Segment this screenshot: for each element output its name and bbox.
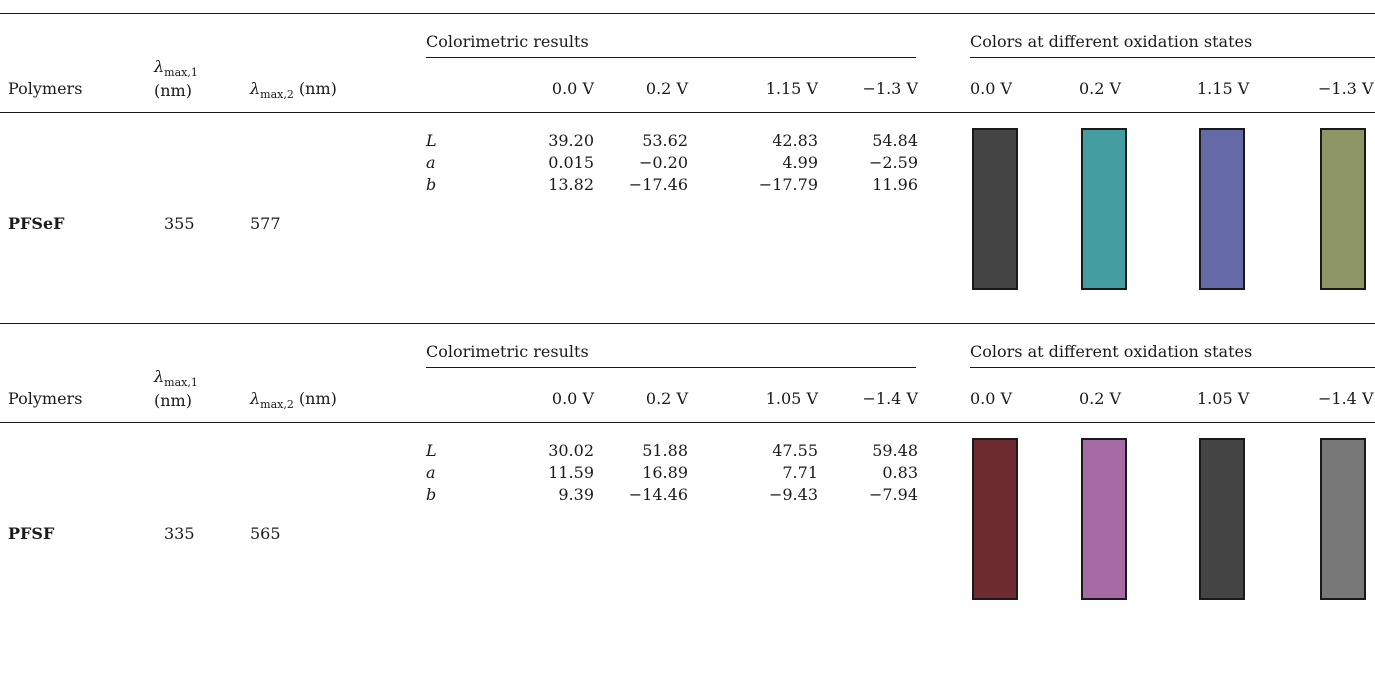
param-value-cell: −7.94 — [868, 485, 918, 504]
lambda-unit: (nm) — [154, 81, 192, 101]
voltage-header: 0.2 V — [645, 79, 688, 98]
color-voltage-header: 1.05 V — [1197, 389, 1250, 408]
lambda-symbol: λ — [250, 79, 261, 98]
color-swatch — [972, 128, 1018, 290]
param-value-cell: 47.55 — [772, 441, 818, 460]
colors-header-rule — [970, 367, 1375, 368]
color-voltage-header: 0.2 V — [1079, 79, 1122, 98]
color-voltage-header: 0.2 V — [1079, 389, 1122, 408]
lambda-max2-header: λmax,2 (nm) — [250, 390, 337, 414]
param-a-label: a — [426, 463, 436, 482]
lambda-max1-header: λmax,1 (nm) — [154, 58, 198, 100]
voltage-header: 1.05 V — [765, 389, 818, 408]
voltage-header: −1.4 V — [862, 389, 919, 408]
table-top-rule — [0, 323, 1375, 324]
lambda-max1-header: λmax,1 (nm) — [154, 368, 198, 410]
lambda-max1-value: 355 — [164, 214, 195, 233]
color-voltage-header: 0.0 V — [970, 389, 1013, 408]
color-voltage-header: −1.4 V — [1318, 389, 1374, 408]
lambda-symbol: λ — [250, 389, 261, 408]
color-swatch — [1320, 438, 1366, 600]
color-voltage-header: 1.15 V — [1197, 79, 1250, 98]
polymers-header: Polymers — [8, 79, 83, 98]
lambda-subscript: max,1 — [164, 66, 198, 80]
param-value-cell: 0.83 — [882, 463, 918, 482]
color-voltage-header: −1.3 V — [1318, 79, 1374, 98]
colors-oxidation-header: Colors at different oxidation states — [970, 342, 1253, 361]
param-value-cell: 7.71 — [782, 463, 818, 482]
lambda-symbol: λ — [154, 367, 165, 386]
color-swatch — [1081, 128, 1127, 290]
colorimetric-header-rule — [426, 57, 916, 58]
lambda-unit: (nm) — [298, 389, 337, 408]
table-top-rule — [0, 13, 1375, 14]
param-value-cell: 51.88 — [642, 441, 688, 460]
param-value-cell: −17.46 — [628, 175, 688, 194]
param-value-cell: 53.62 — [642, 131, 688, 150]
color-swatch — [1199, 128, 1245, 290]
lambda-symbol: λ — [154, 57, 165, 76]
color-voltage-header: 0.0 V — [970, 79, 1013, 98]
voltage-header: 0.0 V — [551, 389, 594, 408]
param-L-label: L — [426, 131, 437, 150]
param-value-cell: −0.20 — [638, 153, 688, 172]
lambda-max2-value: 577 — [250, 214, 281, 233]
lambda-unit: (nm) — [298, 79, 337, 98]
color-swatch — [1199, 438, 1245, 600]
colorimetric-header-rule — [426, 367, 916, 368]
param-L-label: L — [426, 441, 437, 460]
param-value-cell: 13.82 — [548, 175, 594, 194]
param-value-cell: 11.96 — [872, 175, 918, 194]
color-swatch — [1320, 128, 1366, 290]
param-value-cell: −17.79 — [758, 175, 818, 194]
color-swatch — [972, 438, 1018, 600]
param-value-cell: 42.83 — [772, 131, 818, 150]
param-value-cell: 39.20 — [548, 131, 594, 150]
param-value-cell: 11.59 — [548, 463, 594, 482]
param-value-cell: 16.89 — [642, 463, 688, 482]
voltage-header: −1.3 V — [862, 79, 919, 98]
lambda-max1-value: 335 — [164, 524, 195, 543]
param-value-cell: 54.84 — [872, 131, 918, 150]
polymers-header: Polymers — [8, 389, 83, 408]
param-value-cell: 4.99 — [782, 153, 818, 172]
polymer-name: PFSF — [8, 524, 55, 543]
voltage-header: 1.15 V — [765, 79, 818, 98]
param-value-cell: −9.43 — [768, 485, 818, 504]
color-swatch — [1081, 438, 1127, 600]
lambda-unit: (nm) — [154, 391, 192, 411]
param-value-cell: −14.46 — [628, 485, 688, 504]
colors-oxidation-header: Colors at different oxidation states — [970, 32, 1253, 51]
param-value-cell: 0.015 — [548, 153, 594, 172]
colorimetric-results-header: Colorimetric results — [426, 32, 589, 51]
colorimetric-results-header: Colorimetric results — [426, 342, 589, 361]
param-value-cell: −2.59 — [868, 153, 918, 172]
colors-header-rule — [970, 57, 1375, 58]
voltage-header: 0.2 V — [645, 389, 688, 408]
param-value-cell: 59.48 — [872, 441, 918, 460]
polymer-name: PFSeF — [8, 214, 65, 233]
lambda-max2-value: 565 — [250, 524, 281, 543]
param-value-cell: 9.39 — [558, 485, 594, 504]
param-value-cell: 30.02 — [548, 441, 594, 460]
lambda-max2-header: λmax,2 (nm) — [250, 80, 337, 104]
header-bottom-rule — [0, 422, 1375, 423]
param-a-label: a — [426, 153, 436, 172]
voltage-header: 0.0 V — [551, 79, 594, 98]
lambda-subscript: max,1 — [164, 376, 198, 390]
param-b-label: b — [426, 175, 437, 194]
lambda-subscript: max,2 — [260, 398, 294, 412]
lambda-subscript: max,2 — [260, 88, 294, 102]
header-bottom-rule — [0, 112, 1375, 113]
param-b-label: b — [426, 485, 437, 504]
